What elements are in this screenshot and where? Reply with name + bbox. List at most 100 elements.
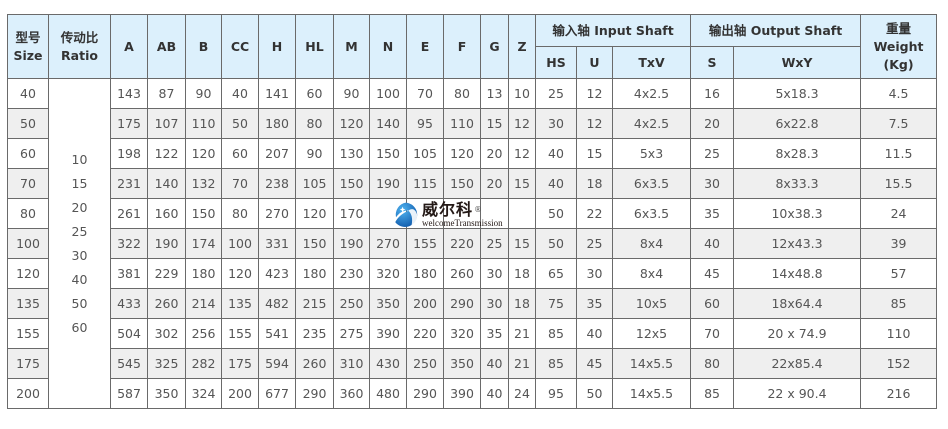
value-cell: 331 — [258, 228, 296, 259]
value-cell: 677 — [258, 378, 296, 409]
value-cell: 155 — [221, 318, 259, 349]
value-cell: 50 — [221, 108, 259, 139]
value-cell: 143 — [110, 78, 148, 109]
value-cell: 70 — [221, 168, 259, 199]
value-cell — [480, 198, 509, 229]
value-cell: 150 — [185, 198, 222, 229]
value-cell: 45 — [576, 348, 613, 379]
value-cell: 130 — [333, 138, 370, 169]
value-cell: 430 — [369, 348, 407, 379]
value-cell: 18 — [508, 258, 536, 289]
value-cell: 70 — [690, 318, 735, 349]
value-cell: 110 — [860, 318, 938, 349]
value-cell: 135 — [221, 288, 259, 319]
value-cell: 260 — [443, 258, 481, 289]
value-cell: 594 — [258, 348, 296, 379]
value-cell: 256 — [185, 318, 222, 349]
value-cell: 4x2.5 — [611, 108, 692, 139]
ratio-value: 15 — [71, 175, 88, 191]
value-cell: 6x3.5 — [611, 168, 692, 199]
value-cell: 20 — [690, 108, 735, 139]
value-cell: 12 — [508, 108, 536, 139]
value-cell: 200 — [406, 288, 444, 319]
value-cell: 40 — [480, 348, 509, 379]
value-cell: 390 — [443, 378, 481, 409]
value-cell: 75 — [535, 288, 577, 319]
value-cell: 5x3 — [611, 138, 692, 169]
value-cell: 12x43.3 — [733, 228, 862, 259]
value-cell: 180 — [185, 258, 222, 289]
value-cell: 261 — [110, 198, 148, 229]
value-cell: 482 — [258, 288, 296, 319]
header-size-line: Size — [13, 47, 43, 63]
value-cell: 57 — [860, 258, 938, 289]
value-cell: 320 — [369, 258, 407, 289]
table-row: 80 261 160 150 80 270 120 170 50 22 6x3.5 35 10x38.3… — [7, 198, 938, 229]
table-row: 120 381 229 180 120 423 180 230 320 180 260 30 18 65 3… — [7, 258, 938, 289]
value-cell: 15.5 — [860, 168, 938, 199]
value-cell: 15 — [576, 138, 613, 169]
value-cell: 40 — [535, 138, 577, 169]
value-cell: 20 — [480, 168, 509, 199]
value-cell: 12x5 — [611, 318, 692, 349]
value-cell — [369, 198, 407, 229]
value-cell: 110 — [443, 108, 481, 139]
value-cell: 290 — [406, 378, 444, 409]
value-cell: 215 — [295, 288, 334, 319]
value-cell: 70 — [406, 78, 444, 109]
header-n: N — [369, 14, 407, 79]
value-cell: 214 — [185, 288, 222, 319]
value-cell: 18x64.4 — [733, 288, 862, 319]
table-row: 70 231 140 132 70 238 105 150 190 115 150 20 15 40 18 6… — [7, 168, 938, 199]
value-cell: 120 — [185, 138, 222, 169]
size-cell: 120 — [7, 258, 49, 289]
header-wxy: WxY — [733, 46, 862, 79]
value-cell: 10x5 — [611, 288, 692, 319]
header-u: U — [576, 46, 613, 79]
value-cell: 60 — [221, 138, 259, 169]
value-cell: 10 — [508, 78, 536, 109]
value-cell: 200 — [221, 378, 259, 409]
value-cell: 25 — [690, 138, 735, 169]
header-g: G — [480, 14, 509, 79]
header-ab: AB — [147, 14, 186, 79]
value-cell: 35 — [576, 288, 613, 319]
ratio-value: 25 — [71, 223, 88, 239]
size-cell: 200 — [7, 378, 49, 409]
header-s: S — [690, 46, 735, 79]
value-cell: 324 — [185, 378, 222, 409]
value-cell: 190 — [369, 168, 407, 199]
value-cell: 6x3.5 — [611, 198, 692, 229]
specs-table: 型号 Size 传动比 Ratio A AB B CC H HL M N E F G Z 输入轴 Input S… — [7, 14, 938, 409]
ratio-value: 30 — [71, 247, 88, 263]
header-weight-line: Weight — [873, 38, 924, 54]
value-cell: 105 — [295, 168, 334, 199]
value-cell — [508, 198, 536, 229]
header-ratio-line: 传动比 — [60, 29, 99, 45]
ratio-value: 50 — [71, 295, 88, 311]
value-cell: 80 — [221, 198, 259, 229]
value-cell: 12 — [576, 78, 613, 109]
value-cell: 90 — [185, 78, 222, 109]
value-cell: 260 — [295, 348, 334, 379]
value-cell: 18 — [508, 288, 536, 319]
value-cell: 150 — [443, 168, 481, 199]
value-cell: 120 — [333, 108, 370, 139]
header-size: 型号 Size — [7, 14, 49, 79]
value-cell: 545 — [110, 348, 148, 379]
value-cell: 325 — [147, 348, 186, 379]
value-cell: 15 — [480, 108, 509, 139]
value-cell: 290 — [295, 378, 334, 409]
value-cell: 30 — [480, 288, 509, 319]
size-cell: 70 — [7, 168, 49, 199]
value-cell: 10x38.3 — [733, 198, 862, 229]
ratio-value: 60 — [71, 319, 88, 335]
value-cell: 350 — [147, 378, 186, 409]
value-cell: 587 — [110, 378, 148, 409]
value-cell: 15 — [508, 168, 536, 199]
value-cell: 8x4 — [611, 228, 692, 259]
value-cell: 40 — [576, 318, 613, 349]
value-cell: 100 — [221, 228, 259, 259]
value-cell: 90 — [333, 78, 370, 109]
value-cell: 100 — [369, 78, 407, 109]
